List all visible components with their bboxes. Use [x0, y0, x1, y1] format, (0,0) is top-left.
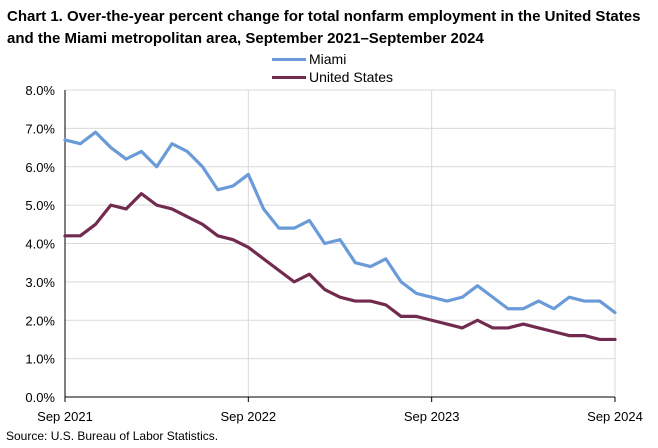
x-tick-label: Sep 2021: [37, 409, 93, 424]
legend-item-united-states: United States: [272, 68, 393, 86]
source-note: Source: U.S. Bureau of Labor Statistics.: [6, 429, 219, 443]
x-tick-label: Sep 2024: [587, 409, 643, 424]
y-tick-label: 5.0%: [25, 198, 55, 213]
y-tick-label: 1.0%: [25, 352, 55, 367]
y-tick-label: 7.0%: [25, 121, 55, 136]
legend-label-united-states: United States: [309, 69, 394, 85]
y-tick-label: 3.0%: [25, 275, 55, 290]
x-tick-label: Sep 2023: [404, 409, 460, 424]
chart-title: Chart 1. Over-the-year percent change fo…: [7, 8, 641, 47]
legend-swatch-united-states: [272, 75, 306, 79]
legend-swatch-miami: [272, 57, 306, 61]
legend-label-miami: Miami: [309, 51, 347, 67]
y-tick-label: 4.0%: [25, 237, 55, 252]
x-tick-label: Sep 2022: [220, 409, 276, 424]
y-tick-label: 0.0%: [25, 390, 55, 405]
y-tick-label: 6.0%: [25, 160, 55, 175]
legend: Miami United States: [272, 50, 393, 86]
series-line-miami: [63, 130, 617, 315]
y-tick-label: 2.0%: [25, 313, 55, 328]
series-line-united-states: [63, 192, 617, 342]
legend-item-miami: Miami: [272, 50, 393, 68]
y-tick-label: 8.0%: [25, 83, 55, 98]
